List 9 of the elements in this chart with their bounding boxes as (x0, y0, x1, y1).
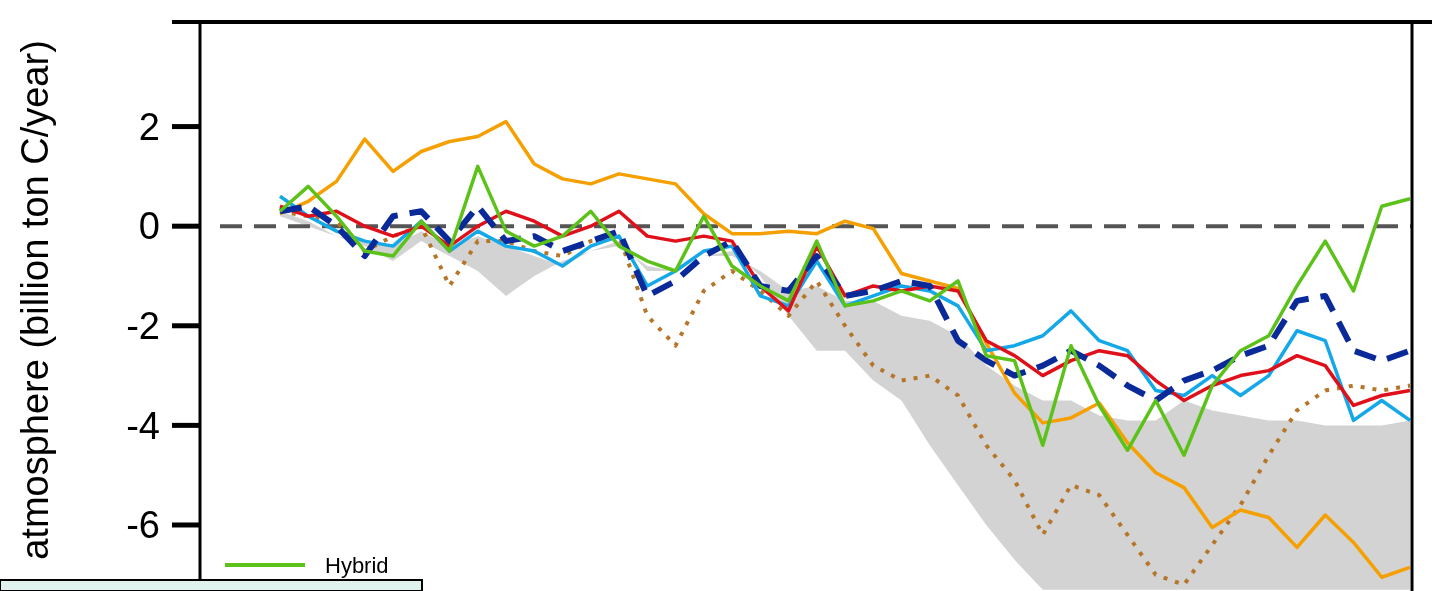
legend-label: Hybrid (325, 552, 389, 578)
y-tick-label: -2 (126, 305, 160, 348)
y-axis-title: atmosphere (billion ton C/year) (14, 40, 56, 560)
line-series (278, 164, 1412, 458)
y-tick-label: 0 (138, 205, 160, 248)
line-series (278, 119, 1412, 580)
y-tick-label: -4 (126, 404, 160, 447)
y-tick-label: -6 (126, 504, 160, 547)
y-tick-label: 2 (138, 105, 160, 148)
